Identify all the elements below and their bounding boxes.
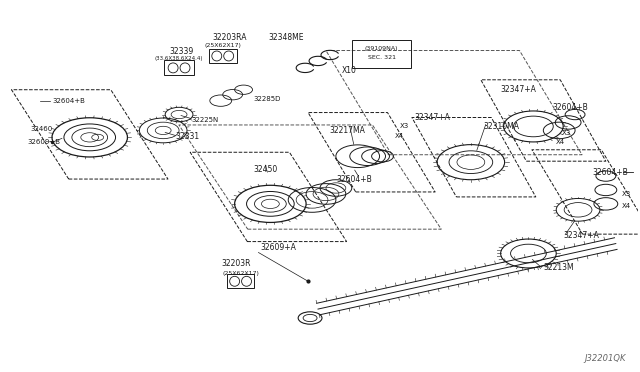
Text: (39109NA): (39109NA): [365, 45, 398, 51]
Text: (33.6X38.6X24.4): (33.6X38.6X24.4): [155, 56, 204, 61]
Text: 32604+B: 32604+B: [552, 103, 588, 112]
Bar: [164, 60, 194, 76]
Text: X3: X3: [399, 124, 409, 129]
Text: 32339: 32339: [169, 47, 193, 56]
Text: SEC. 321: SEC. 321: [367, 55, 396, 61]
Text: 32285D: 32285D: [253, 96, 281, 102]
Text: X4: X4: [394, 133, 404, 140]
Text: 32604+B: 32604+B: [592, 168, 628, 177]
Text: X4: X4: [621, 203, 631, 209]
Bar: [227, 274, 255, 288]
Text: 32347+A: 32347+A: [414, 113, 450, 122]
Text: 32609+A: 32609+A: [260, 243, 296, 252]
Text: 32450: 32450: [253, 165, 278, 174]
Text: 32203R: 32203R: [222, 259, 252, 269]
Text: X3: X3: [562, 130, 572, 137]
Text: X10: X10: [342, 66, 356, 76]
Text: 32348ME: 32348ME: [268, 33, 304, 42]
Text: 32203RA: 32203RA: [213, 33, 247, 42]
Bar: [352, 40, 412, 68]
Text: 32347+A: 32347+A: [500, 85, 536, 94]
Text: (25X62X17): (25X62X17): [204, 43, 241, 48]
Text: 32225N: 32225N: [191, 116, 218, 122]
Text: 32460: 32460: [30, 126, 52, 132]
Text: 32331: 32331: [175, 132, 199, 141]
Text: 32604+B: 32604+B: [52, 97, 85, 104]
Text: (25X62X17): (25X62X17): [222, 271, 259, 276]
Text: 32609+B: 32609+B: [28, 140, 60, 145]
Text: 32310MA: 32310MA: [484, 122, 520, 131]
Bar: [209, 49, 237, 63]
Text: J32201QK: J32201QK: [584, 354, 626, 363]
Text: X4: X4: [556, 139, 565, 145]
Text: 32217MA: 32217MA: [330, 126, 365, 135]
Text: 32347+A: 32347+A: [563, 231, 599, 240]
Text: X3: X3: [621, 191, 631, 197]
Text: 32213M: 32213M: [543, 263, 574, 272]
Text: 32604+B: 32604+B: [337, 175, 372, 184]
